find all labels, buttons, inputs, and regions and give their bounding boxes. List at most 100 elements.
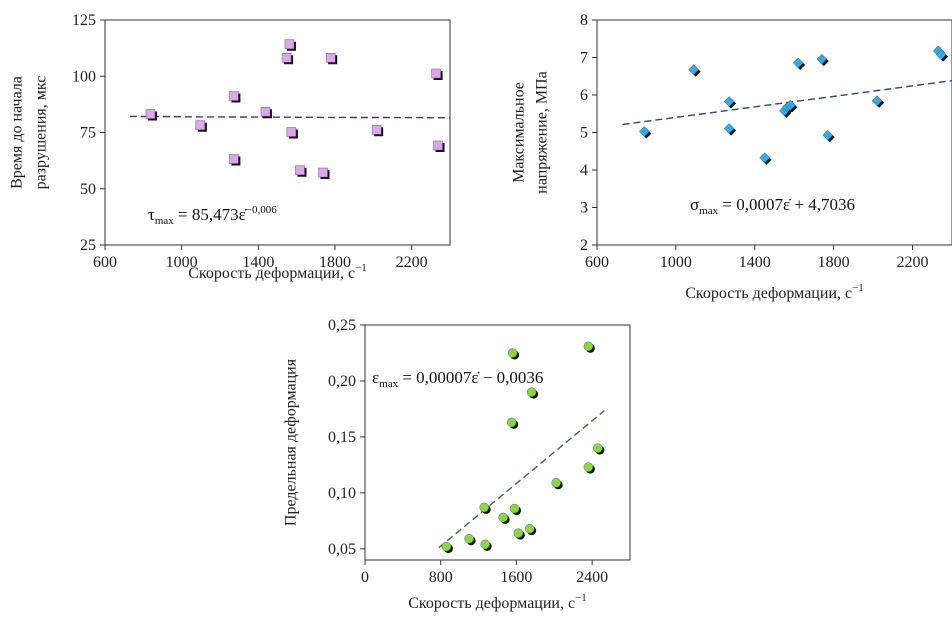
point-marker [506, 417, 517, 428]
data-point [507, 348, 520, 360]
data-point [441, 541, 453, 554]
data-point [723, 96, 737, 109]
chart-2: 600 1000 1400 1800 2200 2 3 4 5 6 7 8 Скорость дефор… [511, 12, 952, 302]
data-point [318, 167, 330, 179]
y-tick-label: 25 [80, 237, 96, 254]
point-marker [145, 109, 156, 119]
data-point [593, 443, 605, 455]
data-point [822, 129, 835, 143]
point-marker [441, 541, 452, 552]
x-tick-label: 2400 [576, 569, 608, 586]
point-marker [784, 99, 796, 111]
data-point [464, 533, 476, 546]
trend-line [438, 410, 605, 549]
y-tick-label: 7 [580, 50, 588, 67]
point-marker [281, 53, 292, 63]
point-marker [871, 95, 883, 107]
point-marker [759, 152, 770, 164]
data-point [723, 123, 737, 136]
plot-frame [364, 324, 631, 561]
x-tick-label: 1000 [166, 254, 198, 271]
data-point [229, 154, 241, 166]
data-point [433, 140, 445, 152]
data-point [281, 53, 294, 65]
trend-equation: σmax = 0,0007ε̇ + 4,7036 [690, 195, 855, 217]
data-point [431, 68, 443, 80]
x-tick-label: 1400 [739, 254, 771, 271]
point-marker [325, 53, 336, 63]
x-tick-label: 1600 [500, 569, 532, 586]
x-tick-label: 600 [585, 254, 609, 271]
y-axis-label: напряжение, МПа [534, 71, 551, 193]
trend-line [129, 115, 450, 119]
x-tick-label: 0 [361, 569, 369, 586]
data-point [526, 387, 539, 399]
y-axis-label: Максимальное [511, 82, 528, 183]
x-tick-label: 600 [93, 254, 117, 271]
data-point [479, 502, 491, 514]
y-tick-label: 0,05 [328, 541, 356, 558]
point-marker [524, 523, 535, 534]
y-tick-label: 4 [580, 162, 588, 179]
point-marker [480, 539, 490, 550]
data-point [506, 417, 519, 429]
data-point [688, 64, 701, 77]
y-tick-label: 6 [580, 87, 588, 104]
y-tick-label: 8 [580, 12, 588, 29]
point-marker [195, 120, 206, 130]
x-tick-label: 2200 [897, 254, 929, 271]
point-marker [583, 341, 594, 352]
data-point [583, 341, 595, 353]
data-point [295, 165, 307, 177]
data-point [871, 95, 885, 108]
trend-equation: τmax = 85,473ε̇−0,006 [148, 204, 277, 227]
x-tick-label: 800 [429, 569, 453, 586]
point-marker [723, 96, 735, 107]
data-point [229, 91, 241, 103]
point-marker [229, 154, 239, 164]
point-marker [295, 165, 305, 175]
point-marker [286, 127, 297, 137]
y-tick-label: 100 [72, 68, 96, 85]
point-marker [509, 503, 520, 514]
point-marker [688, 64, 699, 75]
point-marker [479, 502, 489, 513]
y-axis-label: Предельная деформация [283, 358, 300, 526]
data-point [816, 53, 829, 67]
x-axis-label: Скорость деформации, с−1 [685, 282, 864, 302]
y-axis-label: Время до начала [9, 76, 26, 189]
point-marker [498, 512, 508, 523]
data-point [551, 478, 563, 490]
point-marker [513, 528, 524, 538]
point-marker [318, 167, 328, 178]
trend-equation: εmax = 0,00007ε̇ − 0,0036 [372, 368, 543, 390]
data-point [480, 539, 492, 551]
point-marker [371, 125, 382, 135]
x-axis-label: Скорость деформации, с−1 [188, 262, 367, 282]
y-tick-label: 125 [72, 12, 96, 29]
point-marker [583, 462, 594, 472]
point-marker [723, 123, 735, 134]
y-tick-label: 50 [80, 181, 96, 198]
y-tick-label: 75 [80, 125, 96, 142]
data-point [759, 152, 772, 165]
data-point [498, 512, 510, 524]
y-tick-label: 3 [580, 200, 588, 217]
point-marker [638, 126, 650, 137]
data-point [638, 126, 652, 139]
point-marker [260, 107, 271, 117]
x-tick-label: 2200 [396, 254, 428, 271]
data-point [513, 528, 525, 540]
y-tick-label: 5 [580, 125, 588, 142]
point-marker [935, 49, 947, 60]
point-marker [464, 533, 474, 544]
x-axis-label: Скорость деформации, с−1 [408, 592, 587, 612]
point-marker [792, 57, 804, 69]
point-marker [551, 478, 561, 488]
point-marker [816, 53, 828, 65]
x-tick-label: 1800 [319, 254, 351, 271]
y-tick-label: 0,25 [328, 317, 356, 334]
y-axis-label: разрушения, мкс [33, 76, 50, 190]
y-tick-label: 0,15 [328, 429, 356, 446]
